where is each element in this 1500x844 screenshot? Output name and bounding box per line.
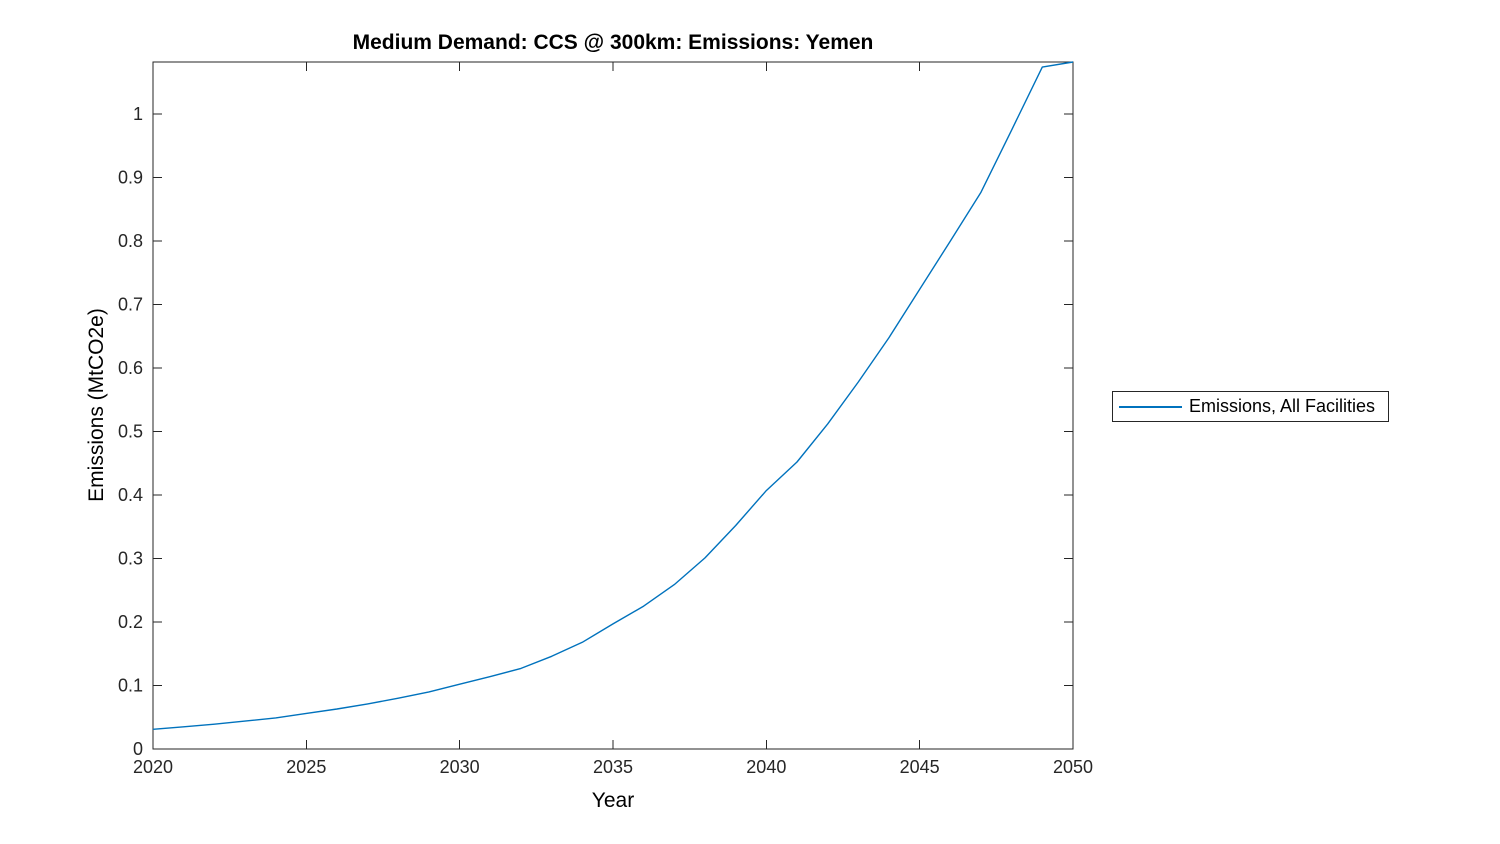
y-tick-label: 1 <box>133 104 143 124</box>
y-tick-label: 0.9 <box>118 168 143 188</box>
x-tick-label: 2020 <box>133 757 173 777</box>
y-tick-label: 0.7 <box>118 295 143 315</box>
chart-title: Medium Demand: CCS @ 300km: Emissions: Y… <box>352 31 874 54</box>
y-tick-label: 0 <box>133 739 143 759</box>
y-tick-label: 0.5 <box>118 422 143 442</box>
y-tick-label: 0.1 <box>118 676 143 696</box>
x-tick-label: 2030 <box>440 757 480 777</box>
x-tick-label: 2040 <box>746 757 786 777</box>
y-axis-label: Emissions (MtCO2e) <box>85 308 108 502</box>
series-line <box>152 61 1074 730</box>
legend-line-sample <box>1119 405 1182 408</box>
x-tick-label: 2025 <box>286 757 326 777</box>
y-tick-label: 0.2 <box>118 612 143 632</box>
legend-box: Emissions, All Facilities <box>1112 391 1389 422</box>
y-tick-label: 0.6 <box>118 358 143 378</box>
axes-box <box>152 61 1074 750</box>
y-tick-label: 0.4 <box>118 485 143 505</box>
x-tick-label: 2035 <box>593 757 633 777</box>
legend-item-label: Emissions, All Facilities <box>1189 396 1376 416</box>
y-tick-label: 0.3 <box>118 549 143 569</box>
x-axis-label: Year <box>591 789 635 812</box>
y-tick-label: 0.8 <box>118 231 143 251</box>
x-tick-label: 2045 <box>900 757 940 777</box>
x-tick-label: 2050 <box>1053 757 1093 777</box>
